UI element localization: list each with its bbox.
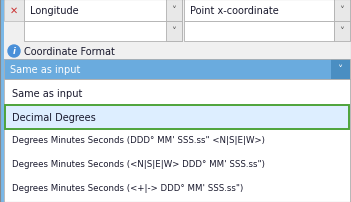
Bar [331,60,350,80]
Bar [4,60,350,80]
Text: Point x-coordinate: Point x-coordinate [190,6,279,16]
Bar [4,0,351,50]
Text: ˅: ˅ [339,6,344,16]
Text: ˅: ˅ [172,6,177,16]
Text: ˅: ˅ [337,65,343,75]
Text: Coordinate Format: Coordinate Format [24,47,115,57]
Text: Decimal Degrees: Decimal Degrees [12,113,96,122]
Bar [184,22,334,42]
Text: Degrees Minutes Seconds (<+|-> DDD° MM' SSS.ss"): Degrees Minutes Seconds (<+|-> DDD° MM' … [12,184,243,193]
Bar [0,0,4,202]
Bar [4,60,331,80]
Bar [24,0,182,22]
Text: Same as input: Same as input [10,65,80,75]
Text: Degrees Minutes Seconds (<N|S|E|W> DDD° MM' SSS.ss"): Degrees Minutes Seconds (<N|S|E|W> DDD° … [12,160,265,169]
Bar [4,80,350,202]
Text: ˅: ˅ [339,27,344,37]
Bar [166,0,182,22]
Bar [5,105,349,129]
Text: ✕: ✕ [10,6,18,16]
Text: ˅: ˅ [172,27,177,37]
Bar [4,0,24,22]
Circle shape [8,46,20,58]
Bar [24,22,182,42]
Bar [334,22,350,42]
Bar [184,0,334,22]
Bar [334,0,350,22]
Text: Longitude: Longitude [30,6,79,16]
Bar [166,22,182,42]
Text: Same as input: Same as input [12,88,82,99]
Text: Degrees Minutes Seconds (DDD° MM' SSS.ss" <N|S|E|W>): Degrees Minutes Seconds (DDD° MM' SSS.ss… [12,136,265,145]
Text: i: i [13,47,15,56]
Bar [4,44,351,60]
